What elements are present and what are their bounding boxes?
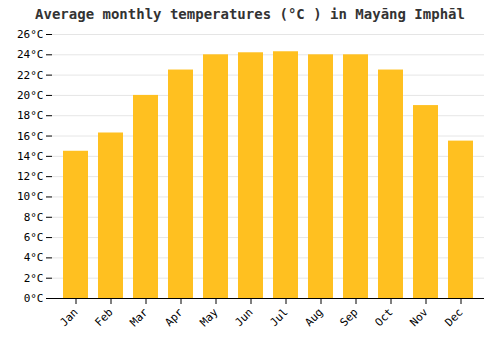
svg-text:Sep: Sep xyxy=(337,306,360,329)
svg-text:24°C: 24°C xyxy=(17,48,44,61)
svg-text:Oct: Oct xyxy=(372,306,395,329)
svg-text:18°C: 18°C xyxy=(17,109,44,122)
svg-text:12°C: 12°C xyxy=(17,170,44,183)
svg-text:16°C: 16°C xyxy=(17,130,44,143)
svg-text:Apr: Apr xyxy=(162,305,186,329)
svg-text:Dec: Dec xyxy=(442,306,465,329)
svg-text:8°C: 8°C xyxy=(24,211,44,224)
svg-text:4°C: 4°C xyxy=(24,251,44,264)
svg-text:10°C: 10°C xyxy=(17,190,44,203)
svg-text:Feb: Feb xyxy=(92,306,115,329)
svg-text:2°C: 2°C xyxy=(24,272,44,285)
svg-text:Aug: Aug xyxy=(302,306,325,329)
svg-text:May: May xyxy=(197,305,221,329)
svg-text:Nov: Nov xyxy=(407,305,431,329)
svg-text:14°C: 14°C xyxy=(17,150,44,163)
svg-text:22°C: 22°C xyxy=(17,69,44,82)
svg-text:Jan: Jan xyxy=(57,306,80,329)
html-text:Average monthly temperatures (: Average monthly temperatures (°C ) in Ma… xyxy=(35,6,465,22)
svg-text:20°C: 20°C xyxy=(17,89,44,102)
svg-text:6°C: 6°C xyxy=(24,231,44,244)
svg-text:Jun: Jun xyxy=(232,306,255,329)
svg-text:26°C: 26°C xyxy=(17,28,44,41)
svg-text:0°C: 0°C xyxy=(24,292,44,305)
svg-text:Mar: Mar xyxy=(127,305,151,329)
svg-text:Jul: Jul xyxy=(267,306,290,329)
